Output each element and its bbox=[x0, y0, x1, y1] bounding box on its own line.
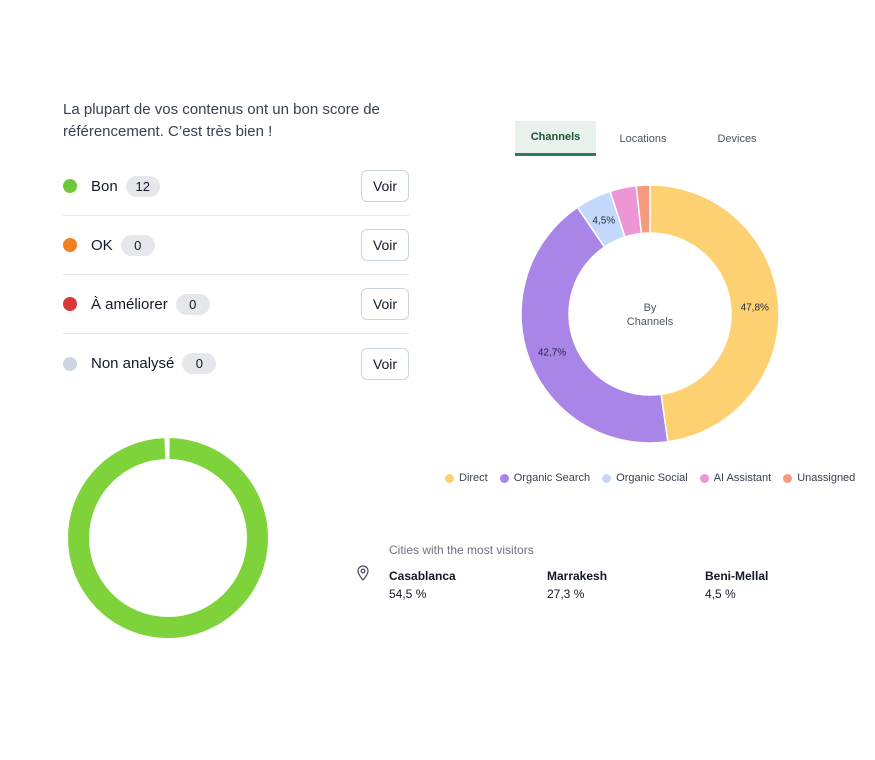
donut-slice-label: 47,8% bbox=[741, 303, 769, 314]
legend-swatch bbox=[445, 473, 454, 483]
score-label: À améliorer bbox=[91, 295, 168, 313]
city-name: Casablanca bbox=[389, 569, 456, 583]
city-name: Beni-Mellal bbox=[705, 569, 769, 583]
count-badge: 0 bbox=[175, 293, 210, 315]
score-label: Bon bbox=[91, 177, 118, 195]
seo-summary-text: La plupart de vos contenus ont un bon sc… bbox=[63, 99, 413, 143]
traffic-tabs: Channels Locations Devices bbox=[515, 121, 784, 156]
legend-item-organic-social: Organic Social bbox=[602, 472, 688, 484]
legend-label: AI Assistant bbox=[713, 472, 772, 484]
voir-button-bon[interactable]: Voir bbox=[361, 170, 409, 202]
status-dot-icon bbox=[63, 356, 77, 371]
status-dot-icon bbox=[63, 179, 77, 193]
cities-title: Cities with the most visitors bbox=[389, 543, 534, 557]
count-badge: 0 bbox=[120, 234, 155, 256]
legend-swatch bbox=[499, 473, 509, 483]
legend-item-unassigned: Unassigned bbox=[783, 472, 855, 484]
donut-slice-label: 42,7% bbox=[538, 348, 566, 359]
count-badge: 12 bbox=[125, 175, 160, 197]
location-pin-icon bbox=[357, 565, 369, 581]
score-row-non-analyse: Non analysé 0 Voir bbox=[63, 334, 409, 393]
legend-label: Organic Search bbox=[513, 472, 591, 484]
channels-legend: Direct Organic Search Organic Social AI … bbox=[445, 472, 855, 484]
legend-item-ai-assistant: AI Assistant bbox=[699, 472, 772, 484]
voir-button-non-analyse[interactable]: Voir bbox=[361, 347, 409, 380]
city-percentage: 54,5 % bbox=[389, 587, 427, 601]
voir-button-a-ameliorer[interactable]: Voir bbox=[361, 288, 409, 320]
tab-devices[interactable]: Devices bbox=[717, 132, 757, 145]
legend-item-direct: Direct bbox=[445, 472, 488, 484]
tab-channels[interactable]: Channels bbox=[515, 121, 596, 156]
score-row-a-ameliorer: À améliorer 0 Voir bbox=[63, 275, 409, 334]
donut-slice-organic-search[interactable] bbox=[520, 206, 669, 444]
seo-score-list: Bon 12 Voir OK 0 Voir À améliorer 0 Voir… bbox=[63, 157, 409, 393]
score-row-bon: Bon 12 Voir bbox=[63, 157, 409, 216]
legend-swatch bbox=[699, 473, 709, 483]
score-row-ok: OK 0 Voir bbox=[63, 216, 409, 275]
city-percentage: 4,5 % bbox=[705, 587, 736, 601]
count-badge: 0 bbox=[182, 353, 217, 374]
seo-score-ring bbox=[68, 438, 268, 638]
legend-label: Organic Social bbox=[616, 472, 688, 484]
city-marrakesh: Marrakesh 27,3 % bbox=[547, 569, 607, 601]
city-name: Marrakesh bbox=[547, 569, 608, 583]
city-casablanca: Casablanca 54,5 % bbox=[389, 569, 456, 601]
status-dot-icon bbox=[63, 238, 77, 252]
score-label: Non analysé bbox=[91, 355, 175, 372]
legend-swatch bbox=[783, 473, 793, 483]
tab-locations[interactable]: Locations bbox=[619, 132, 667, 145]
donut-slice-direct[interactable] bbox=[649, 184, 780, 443]
city-percentage: 27,3 % bbox=[547, 587, 585, 601]
seo-summary-line-2: référencement. C’est très bien ! bbox=[63, 123, 273, 140]
donut-center-label-line-1: By bbox=[644, 302, 657, 314]
channels-donut-chart: 47,8% 42,7% 4,5% By Channels bbox=[520, 184, 780, 444]
voir-button-ok[interactable]: Voir bbox=[361, 229, 409, 261]
city-beni-mellal: Beni-Mellal 4,5 % bbox=[705, 569, 768, 601]
donut-slice-unassigned[interactable] bbox=[635, 184, 651, 235]
donut-center-label-line-2: Channels bbox=[627, 316, 674, 328]
seo-summary-line-1: La plupart de vos contenus ont un bon sc… bbox=[63, 101, 380, 118]
status-dot-icon bbox=[63, 297, 77, 311]
donut-slice-label: 4,5% bbox=[592, 216, 615, 227]
score-label: OK bbox=[91, 236, 113, 254]
legend-swatch bbox=[602, 473, 612, 483]
seo-score-ring-arc bbox=[68, 438, 268, 638]
legend-item-organic-search: Organic Search bbox=[499, 472, 591, 484]
legend-label: Unassigned bbox=[797, 472, 856, 484]
legend-label: Direct bbox=[459, 472, 488, 484]
